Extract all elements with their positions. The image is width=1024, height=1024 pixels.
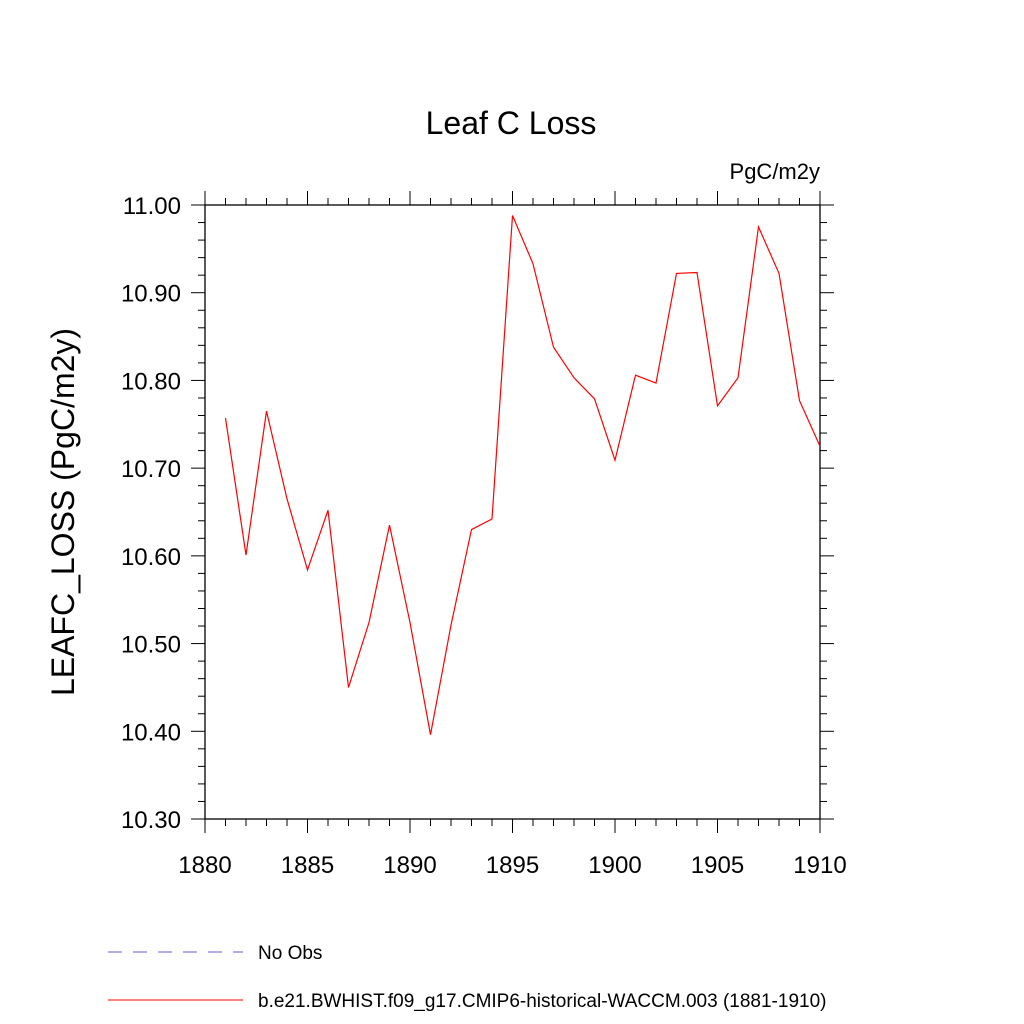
- y-tick-label: 10.70: [121, 456, 181, 483]
- y-axis-label: LEAFC_LOSS (PgC/m2y): [45, 328, 81, 696]
- plot-frame: [204, 204, 821, 820]
- y-tick-label: 10.80: [121, 368, 181, 395]
- y-tick-label: 10.50: [121, 632, 181, 659]
- units-label: PgC/m2y: [730, 159, 820, 184]
- x-tick-label: 1910: [793, 852, 846, 879]
- y-tick-label: 10.90: [121, 281, 181, 308]
- axis-ticks: [191, 191, 834, 833]
- y-tick-label: 10.60: [121, 544, 181, 571]
- x-tick-label: 1885: [281, 852, 334, 879]
- x-tick-label: 1890: [383, 852, 436, 879]
- series-line-0: [224, 215, 821, 735]
- y-tick-label: 11.00: [123, 193, 181, 220]
- x-tick-label: 1900: [588, 852, 641, 879]
- chart-title: Leaf C Loss: [426, 105, 597, 141]
- x-tick-label: 1905: [691, 852, 744, 879]
- x-tick-label: 1895: [486, 852, 539, 879]
- y-tick-label: 10.30: [121, 807, 181, 834]
- series-group: [224, 215, 821, 735]
- y-tick-label: 10.40: [121, 719, 181, 746]
- legend-label-model: b.e21.BWHIST.f09_g17.CMIP6-historical-WA…: [258, 991, 826, 1012]
- tick-labels: 1880 1885 1890 1895 1900 1905 1910 10.30 10.40 10…: [121, 193, 847, 879]
- legend-label-no-obs: No Obs: [258, 943, 322, 964]
- legend: No Obs b.e21.BWHIST.f09_g17.CMIP6-histor…: [108, 943, 826, 1012]
- x-tick-label: 1880: [178, 852, 231, 879]
